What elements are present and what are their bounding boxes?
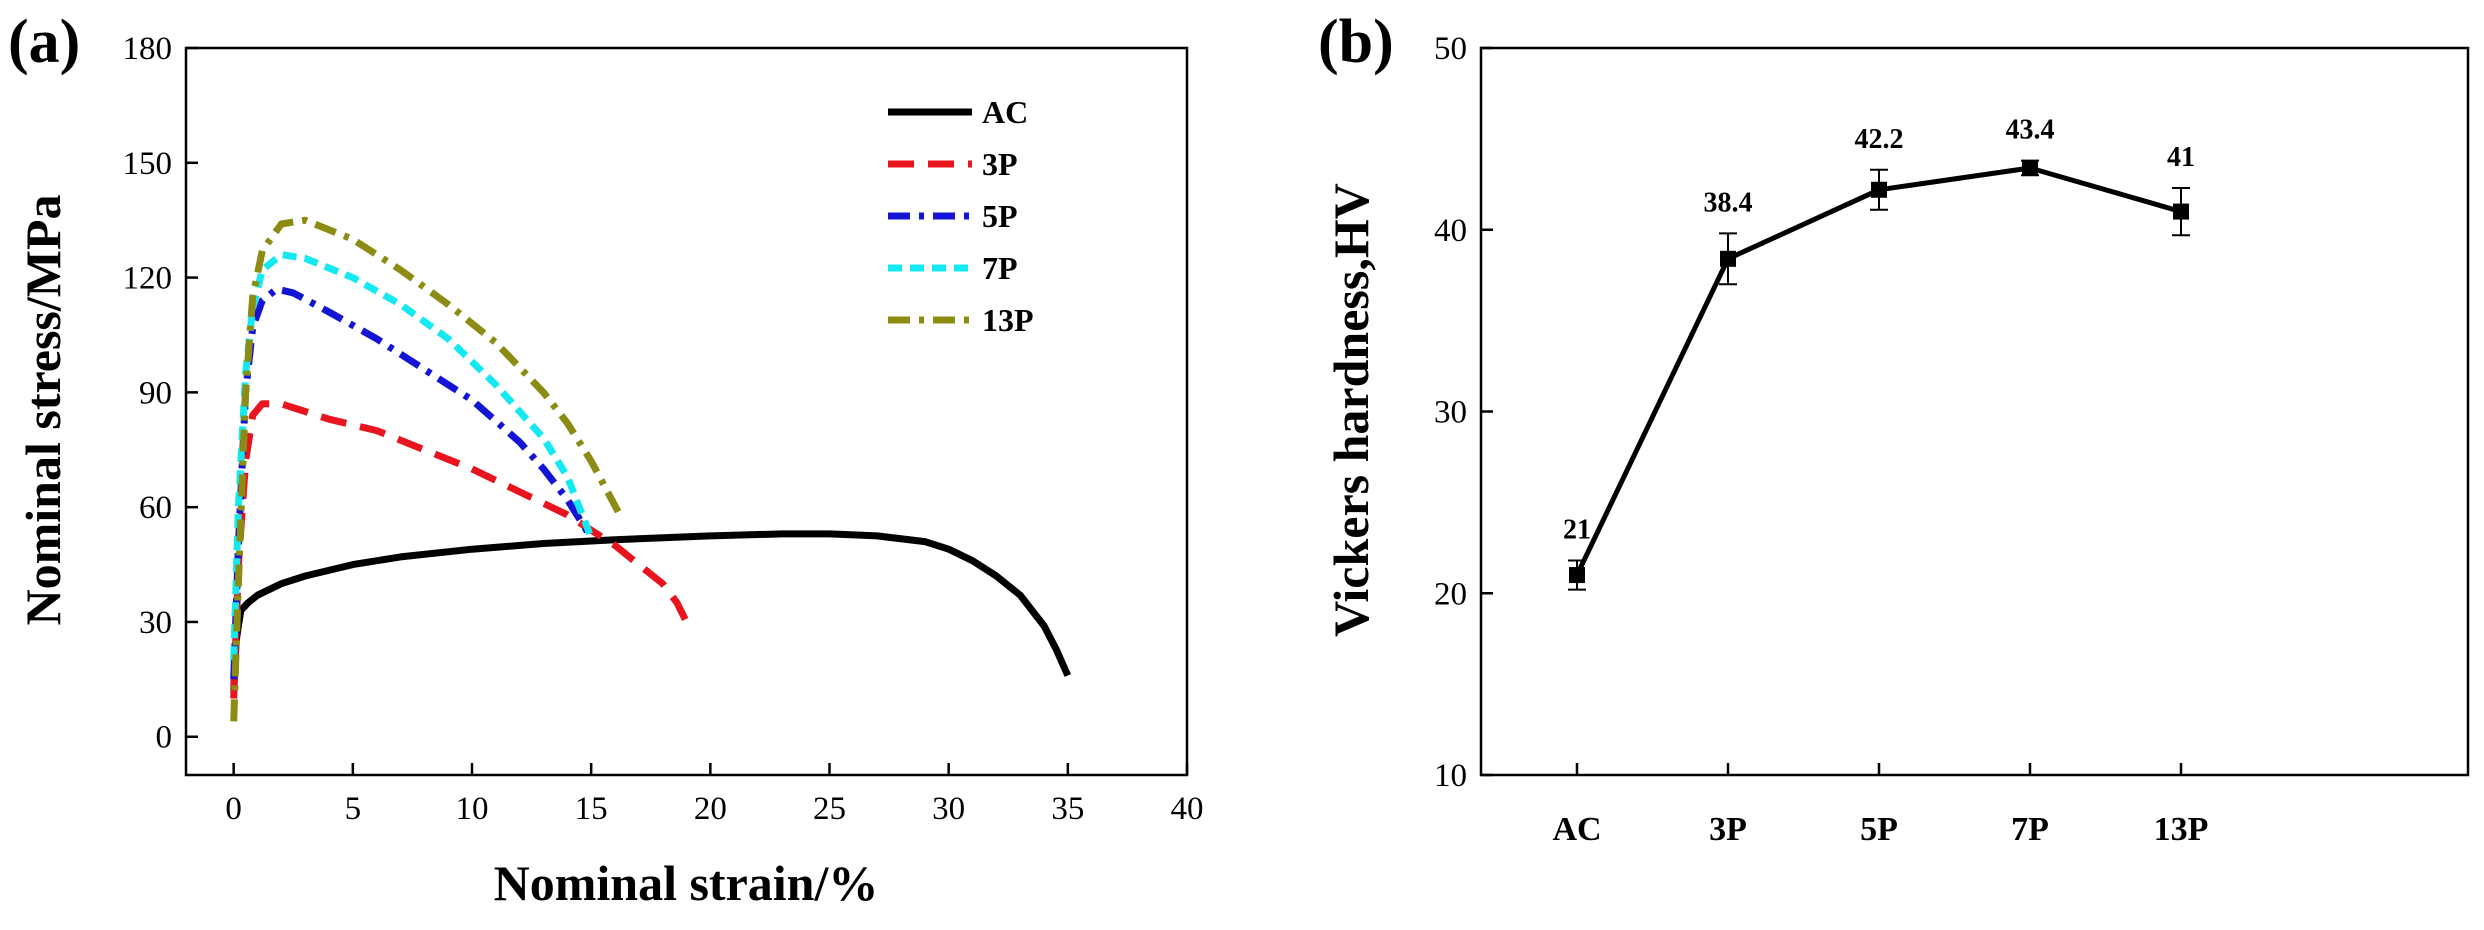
panel-a-x-tick-label: 15	[575, 791, 608, 827]
panel-b-y-tick-label: 10	[1434, 758, 1467, 794]
series-3p-line	[230, 400, 690, 699]
panel-b-y-tick-label: 40	[1434, 213, 1467, 249]
data-value-label: 42.2	[1855, 124, 1904, 155]
panel-a-frame	[184, 46, 1189, 777]
data-value-label: 43.4	[2006, 115, 2055, 146]
panel-a-x-tick-label: 0	[225, 791, 242, 827]
panel-b-label: (b)	[1318, 8, 1394, 76]
panel-a-x-tick-label: 10	[456, 791, 489, 827]
panel-a-x-tick-label: 40	[1171, 791, 1204, 827]
panel-b-category-label: 7P	[2011, 811, 2049, 848]
panel-a-y-tick-label: 150	[123, 146, 173, 182]
panel-b-y-tick-label: 50	[1434, 31, 1467, 67]
panel-b-y-tick-label: 20	[1434, 576, 1467, 612]
panel-a-y-tick-label: 30	[139, 605, 172, 641]
panel-a-x-tick-label: 35	[1051, 791, 1084, 827]
panel-a-y-tick-label: 0	[156, 720, 173, 756]
data-value-label: 38.4	[1704, 187, 1753, 218]
panel-a-x-tick-label: 30	[932, 791, 965, 827]
panel-b-series: 21 38.4 42.2 43.4 41	[1563, 115, 2195, 591]
legend-label-13p: 13P	[982, 302, 1034, 338]
panel-b-category-label: 5P	[1860, 811, 1898, 848]
data-point-5p	[1871, 181, 1887, 198]
legend-label-7p: 7P	[982, 250, 1018, 286]
data-value-label: 21	[1563, 515, 1591, 546]
panel-a-legend: AC 3P 5P 7P 13P	[888, 94, 1034, 338]
data-value-label: 41	[2167, 142, 2195, 173]
legend-label-3p: 3P	[982, 146, 1018, 182]
panel-a-y-tick-label: 120	[123, 261, 173, 297]
legend-label-5p: 5P	[982, 198, 1018, 234]
panel-b-frame	[1479, 46, 2470, 777]
data-point-7p	[2022, 159, 2038, 176]
series-5p-line	[230, 285, 595, 680]
panel-a: (a) 0 5 10 15 20 25 30 35 40 0 30 60 90 120 150 180 AC 3…	[8, 8, 1204, 911]
panel-b-category-label: 13P	[2154, 811, 2209, 848]
panel-b-category-label: 3P	[1709, 811, 1747, 848]
panel-a-y-tick-label: 60	[139, 490, 172, 526]
panel-a-y-axis-title: Nominal stress/MPa	[15, 195, 71, 626]
panel-a-y-tick-label: 90	[139, 375, 172, 411]
panel-a-x-tick-label: 25	[813, 791, 846, 827]
panel-a-label: (a)	[8, 8, 80, 76]
hardness-line	[1574, 165, 2182, 577]
series-7p-line	[230, 251, 595, 661]
data-point-ac	[1569, 567, 1585, 584]
data-point-13p	[2173, 203, 2189, 220]
panel-a-x-tick-label: 5	[345, 791, 362, 827]
series-ac-line	[230, 530, 1071, 691]
panel-a-series	[230, 216, 1071, 722]
panel-a-y-tick-label: 180	[123, 31, 173, 67]
series-13p-line	[230, 216, 623, 722]
panel-b: (b) 10 20 30 40 50 AC 3P 5P 7P 13P 21 38.4 42.2 43.4…	[1318, 8, 2470, 848]
panel-b-ticks: 10 20 30 40 50 AC 3P 5P 7P 13P	[1434, 31, 2208, 848]
data-point-3p	[1720, 250, 1736, 267]
panel-a-x-tick-label: 20	[694, 791, 727, 827]
panel-b-category-label: AC	[1552, 811, 1601, 848]
panel-b-y-axis-title: Vickers hardness,HV	[1323, 183, 1379, 637]
legend-label-ac: AC	[982, 94, 1028, 130]
panel-a-x-axis-title: Nominal strain/%	[494, 855, 879, 911]
panel-b-y-tick-label: 30	[1434, 395, 1467, 431]
panel-a-ticks: 0 5 10 15 20 25 30 35 40 0 30 60 90 120 150 180	[123, 31, 1204, 827]
